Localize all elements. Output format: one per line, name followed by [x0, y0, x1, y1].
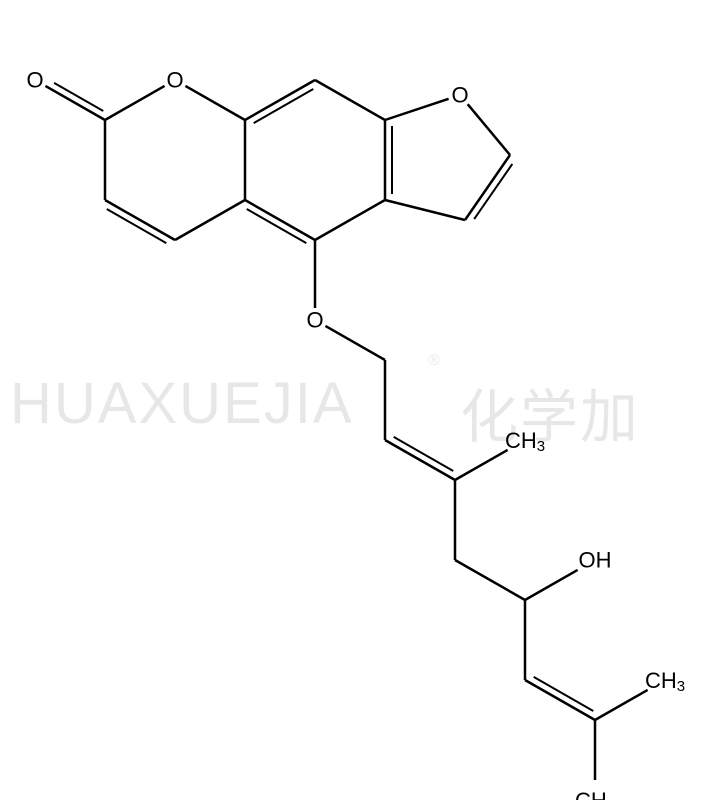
atom-O_ketone: O [26, 68, 43, 93]
atom-C_me1: CH3 [505, 428, 545, 455]
atom-O_furan: O [451, 83, 468, 108]
atom-C_me2: CH3 [645, 668, 685, 695]
molecule-drawing: O O O O CH3 OH CH3 CH3 [0, 0, 703, 800]
atom-C_me3: CH3 [575, 788, 615, 800]
atom-O_ether: O [306, 308, 323, 333]
atom-O_pyran: O [166, 68, 183, 93]
atom-O_oh: OH [579, 548, 612, 573]
